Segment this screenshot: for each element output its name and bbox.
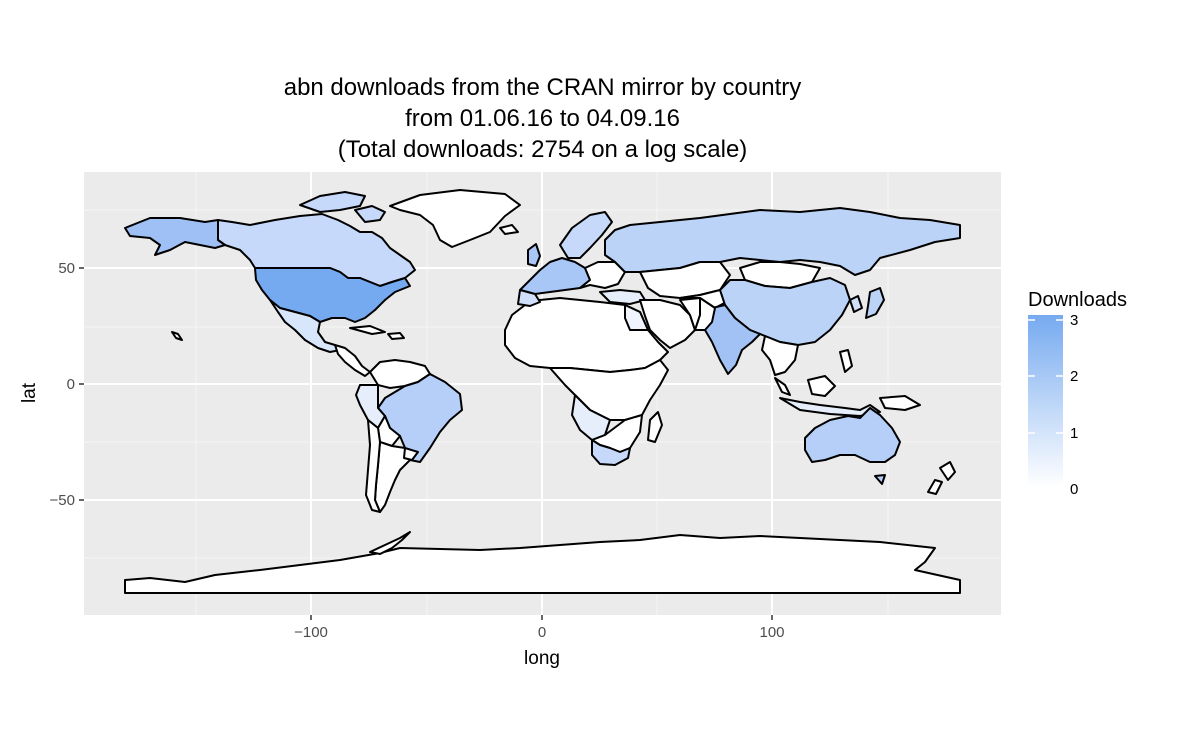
country-iberia bbox=[517, 289, 541, 307]
country-antarctic-peninsula bbox=[369, 531, 411, 555]
country-uk bbox=[527, 243, 541, 267]
country-iceland bbox=[499, 224, 519, 235]
country-antarctica bbox=[124, 534, 961, 594]
country-pakistan bbox=[694, 297, 716, 331]
x-tick-label: 0 bbox=[538, 624, 546, 641]
country-kazakhstan bbox=[639, 261, 731, 299]
legend-break-label: 0 bbox=[1070, 481, 1078, 498]
y-axis-title: lat bbox=[19, 382, 40, 403]
country-tasmania bbox=[874, 474, 886, 485]
country-cuba bbox=[349, 325, 386, 335]
axis-ticks bbox=[79, 267, 773, 620]
country-indonesia bbox=[779, 397, 881, 417]
country-new-zealand bbox=[927, 461, 956, 495]
country-scandinavia bbox=[559, 211, 613, 259]
country-egypt bbox=[624, 304, 649, 331]
country-greenland bbox=[389, 189, 521, 248]
chart-title: abn downloads from the CRAN mirror by co… bbox=[84, 72, 1001, 165]
country-canada-islands bbox=[299, 191, 366, 213]
country-madagascar bbox=[647, 411, 663, 443]
country-india bbox=[704, 304, 761, 375]
title-line-1: abn downloads from the CRAN mirror by co… bbox=[283, 74, 802, 101]
country-borneo bbox=[807, 375, 836, 397]
country-eastern-europe bbox=[579, 261, 626, 289]
y-tick-label: −50 bbox=[50, 492, 75, 509]
x-tick-label: −100 bbox=[294, 624, 328, 641]
country-philippines bbox=[839, 349, 853, 373]
x-tick-label: 100 bbox=[759, 624, 784, 641]
title-line-2: from 01.06.16 to 04.09.16 bbox=[405, 105, 680, 132]
legend: Downloads 3 2 1 0 bbox=[1028, 289, 1127, 498]
legend-break-label: 1 bbox=[1070, 425, 1078, 442]
country-central-america bbox=[334, 344, 371, 377]
country-hawaii bbox=[171, 331, 183, 341]
legend-colorbar bbox=[1028, 315, 1063, 487]
country-australia bbox=[804, 407, 901, 463]
country-uruguay bbox=[403, 447, 419, 461]
country-hispaniola bbox=[387, 332, 405, 340]
country-malaysia bbox=[774, 377, 791, 396]
country-new-guinea bbox=[879, 395, 921, 411]
legend-break-label: 3 bbox=[1070, 312, 1078, 329]
legend-break-label: 2 bbox=[1070, 368, 1078, 385]
country-alaska bbox=[124, 217, 226, 256]
country-japan bbox=[865, 287, 885, 319]
y-tick-label: 0 bbox=[67, 376, 75, 393]
country-southeast-asia bbox=[761, 335, 799, 376]
country-canada-islands-2 bbox=[354, 205, 386, 223]
country-south-africa bbox=[591, 439, 631, 466]
country-middle-east bbox=[639, 299, 696, 349]
country-korea bbox=[849, 295, 863, 313]
country-chile bbox=[365, 419, 381, 513]
y-tick-label: 50 bbox=[58, 260, 75, 277]
x-axis-title: long bbox=[524, 648, 560, 669]
legend-title: Downloads bbox=[1028, 289, 1127, 311]
world-map bbox=[124, 189, 961, 594]
title-line-3: (Total downloads: 2754 on a log scale) bbox=[337, 136, 748, 163]
